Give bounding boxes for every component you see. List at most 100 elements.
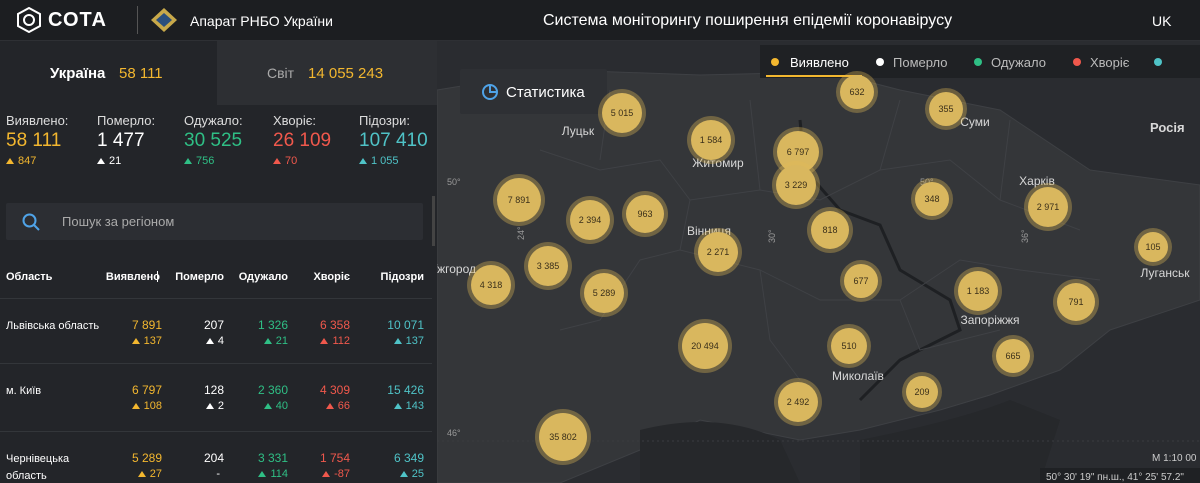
cluster[interactable] [777,131,819,173]
cell-value: 204 [203,451,224,465]
cell-delta-text: -87 [334,468,350,480]
cluster[interactable] [626,195,664,233]
cluster[interactable] [691,120,731,160]
cluster[interactable] [471,265,511,305]
tab-world[interactable]: Світ 14 055 243 [217,41,437,105]
button-label: Статистика [506,84,585,101]
cluster[interactable] [840,75,874,109]
stat-label: Хворіє: [273,113,317,128]
search-box[interactable]: Пошук за регіоном [6,203,423,240]
cluster-label: 6 797 [787,147,810,157]
cell-delta: 2 [205,400,224,412]
cell-value: 1 754 [319,451,350,465]
graticule-label: 36° [1020,229,1030,243]
org-name[interactable]: Апарат РНБО України [190,13,333,29]
region-name[interactable]: м. Київ [6,385,42,397]
legend-label[interactable]: Виявлено [790,55,849,70]
cluster[interactable] [602,93,642,133]
cell-delta-text: 114 [270,468,288,480]
side-panel: Україна 58 111 Світ 14 055 243 Виявлено:… [0,41,437,483]
arrow-icon [263,403,272,409]
arrow-icon [273,158,281,164]
cluster[interactable] [831,328,867,364]
cell-delta-text: 25 [411,468,424,480]
cluster[interactable] [539,413,587,461]
legend-dot[interactable] [1073,58,1081,66]
language[interactable]: UK [1152,13,1172,29]
column-header[interactable]: Померло [175,271,224,283]
cluster-label: 35 802 [549,432,577,442]
cluster[interactable] [844,264,878,298]
cell-value: 128 [203,383,224,397]
cluster-label: 2 271 [707,247,730,257]
cluster[interactable] [811,211,849,249]
legend-dot[interactable] [876,58,884,66]
stat-delta: 21 [97,155,121,167]
arrow-icon [205,403,214,409]
stat-delta-text: 1 055 [371,155,399,167]
tab-ukraine[interactable]: Україна 58 111 [0,41,217,105]
cluster[interactable] [584,273,624,313]
column-header[interactable]: Виявлено [105,271,160,283]
cell-delta: 27 [137,468,162,480]
cluster[interactable] [1057,283,1095,321]
arrow-icon [205,338,214,344]
cluster[interactable] [1028,187,1068,227]
cluster[interactable] [497,178,541,222]
tab-value: 58 111 [119,65,163,82]
place-name: Запоріжжя [961,313,1020,327]
cell-delta: -87 [322,468,350,480]
legend-dot[interactable] [974,58,982,66]
cluster[interactable] [682,323,728,369]
cluster[interactable] [776,165,816,205]
map-scale: M 1:10 00 [1152,453,1197,464]
cluster[interactable] [915,182,949,216]
place-name: Ужгород [437,262,476,276]
map: Статистика Виявлено Померло Одужало Хворіє Л… [437,41,1200,483]
cluster[interactable] [528,246,568,286]
button-icon [489,85,497,93]
stat-delta: 847 [6,155,36,167]
cluster[interactable] [1138,232,1168,262]
cell-delta-text: 40 [275,400,288,412]
stat-value: 26 109 [273,130,332,151]
cell-delta: 137 [393,335,424,347]
arrow-icon [263,338,272,344]
cluster[interactable] [929,92,963,126]
column-header[interactable]: Одужало [238,271,288,283]
cursor-coords: 50° 30' 19" пн.ш., 41° 25' 57.2" [1046,472,1184,483]
region-borders [539,89,1101,381]
stat-value: 30 525 [184,130,243,151]
cluster-label: 5 015 [611,108,634,118]
legend-label[interactable]: Померло [893,55,948,70]
column-header[interactable]: Хворіє [313,271,350,283]
region-name[interactable]: Чернівецька область [6,453,70,482]
stat-value: 1 477 [97,130,145,151]
legend-dot[interactable] [1154,58,1162,66]
place-name: Харків [1019,174,1055,188]
region-name[interactable]: Львівська область [6,320,100,332]
cluster-label: 1 183 [967,286,990,296]
legend-label[interactable]: Хворіє [1090,55,1130,70]
cluster[interactable] [996,339,1030,373]
cluster[interactable] [570,200,610,240]
graticule-label: 30° [767,229,777,243]
cell-value: 6 358 [319,318,350,332]
cluster[interactable] [698,232,738,272]
cluster[interactable] [778,382,818,422]
tab-label: Світ [267,65,295,81]
sort-icon [157,271,158,282]
stats-button[interactable] [460,69,607,114]
cluster[interactable] [958,271,998,311]
legend-dot[interactable] [771,58,779,66]
column-header[interactable]: Підозри [380,271,424,283]
arrow-icon [325,403,334,409]
cluster-label: 665 [1005,351,1020,361]
legend-label[interactable]: Одужало [991,55,1046,70]
cell-value: 15 426 [387,383,424,397]
logo-text[interactable]: СОТА [48,9,107,31]
cluster[interactable] [906,376,938,408]
cluster-label: 7 891 [508,195,531,205]
stat-delta-text: 756 [196,155,215,167]
